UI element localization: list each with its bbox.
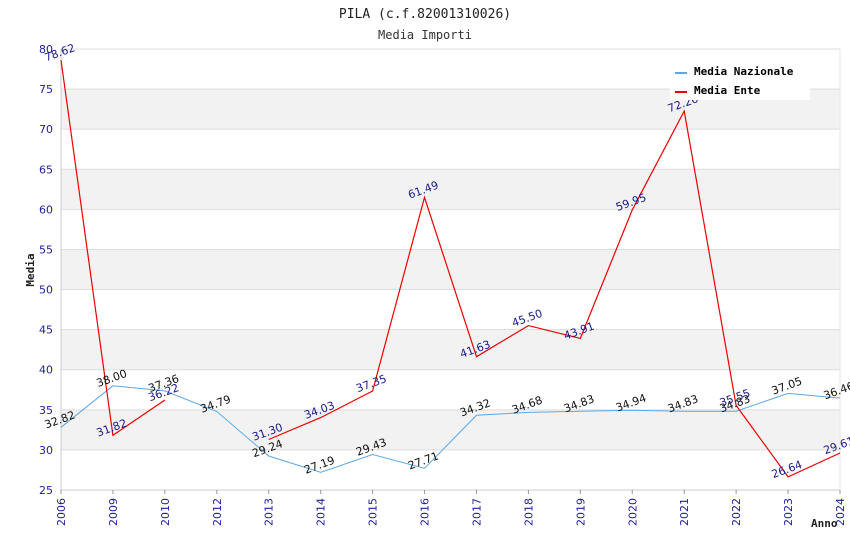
x-tick-label: 2014	[315, 498, 328, 526]
series-line-nazionale	[60, 385, 841, 473]
x-tick-label: 2015	[367, 498, 380, 526]
x-tick-label: 2022	[730, 498, 743, 526]
x-tick-label: 2016	[419, 498, 432, 526]
grid-band	[61, 409, 840, 450]
chart-title: PILA (c.f.82001310026)	[339, 7, 511, 22]
y-tick-label: 50	[39, 284, 53, 297]
legend-label-ente: Media Ente	[694, 84, 761, 97]
y-tick-label: 70	[39, 123, 53, 136]
x-tick-label: 2012	[211, 498, 224, 526]
y-tick-label: 45	[39, 324, 53, 337]
x-tick-label: 2018	[522, 498, 535, 526]
series-line-ente	[60, 60, 166, 437]
y-axis-label: Media	[24, 253, 37, 286]
series-line-ente	[268, 109, 841, 478]
x-tick-label: 2023	[782, 498, 795, 526]
x-tick-label: 2013	[263, 498, 276, 526]
y-tick-label: 25	[39, 484, 53, 497]
x-tick-label: 2010	[159, 498, 172, 526]
y-tick-label: 60	[39, 203, 53, 216]
series-lines	[60, 60, 841, 478]
legend: Media Nazionale Media Ente	[670, 58, 810, 100]
x-tick-label: 2019	[574, 498, 587, 526]
x-tick-label: 2006	[55, 498, 68, 526]
y-tick-label: 75	[39, 83, 53, 96]
x-tick-label: 2017	[470, 498, 483, 526]
x-axis-label: Anno	[811, 517, 838, 530]
x-axis-ticks: 2006 2009 2010 2012 2013 2014 2015 2016 2017 2018…	[55, 490, 847, 526]
y-tick-label: 35	[39, 404, 53, 417]
legend-background	[670, 58, 810, 100]
grid-band	[61, 249, 840, 290]
grid-band	[61, 169, 840, 210]
x-tick-label: 2009	[107, 498, 120, 526]
y-axis-ticks: 25 30 35 40 45 50 55 60 65 70 75 80	[39, 43, 53, 497]
grid-band	[61, 329, 840, 370]
legend-label-nazionale: Media Nazionale	[694, 65, 794, 78]
chart-subtitle: Media Importi	[378, 28, 472, 42]
x-tick-label: 2021	[678, 498, 691, 526]
x-tick-label: 2024	[834, 498, 847, 526]
y-tick-label: 55	[39, 243, 53, 256]
x-tick-label: 2020	[626, 498, 639, 526]
y-tick-label: 30	[39, 444, 53, 457]
y-tick-label: 40	[39, 364, 53, 377]
y-tick-label: 80	[39, 43, 53, 56]
y-tick-label: 65	[39, 163, 53, 176]
plot-background	[60, 48, 841, 491]
